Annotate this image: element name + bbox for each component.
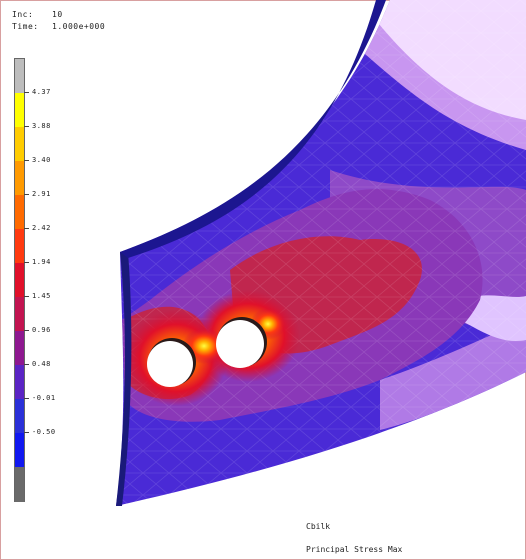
legend-tick-mark [24, 330, 29, 331]
legend-tick-label: 0.48 [32, 360, 51, 368]
legend-tick-label: 3.40 [32, 156, 51, 164]
result-quantity-label: Principal Stress Max [306, 545, 403, 554]
legend-tick-mark [24, 364, 29, 365]
legend-tick-label: 2.42 [32, 224, 51, 232]
time-label: Time: [12, 22, 39, 31]
legend-tick-label: 3.88 [32, 122, 51, 130]
legend-tick-label: 0.96 [32, 326, 51, 334]
increment-value: 10 [52, 10, 63, 19]
legend-tick-mark [24, 92, 29, 93]
legend-tick-mark [24, 228, 29, 229]
legend-tick-label: 1.94 [32, 258, 51, 266]
legend-swatch [15, 399, 24, 434]
legend-swatch [15, 467, 24, 502]
legend-tick-mark [24, 126, 29, 127]
legend-tick-mark [24, 432, 29, 433]
legend-tick-label: -0.50 [32, 428, 56, 436]
mesh-body [116, 0, 526, 506]
legend-tick-mark [24, 262, 29, 263]
bolt-hole-left[interactable] [147, 338, 196, 387]
legend-swatch [15, 331, 24, 366]
legend-swatch [15, 297, 24, 332]
time-readout: Time: 1.000e+000 [12, 22, 105, 31]
legend-swatch [15, 263, 24, 298]
legend-swatch [15, 127, 24, 162]
increment-readout: Inc: 10 [12, 10, 62, 19]
legend-tick-label: 1.45 [32, 292, 51, 300]
legend-tick-mark [24, 194, 29, 195]
legend-tick-mark [24, 398, 29, 399]
color-legend-bar [14, 58, 25, 502]
legend-swatch [15, 433, 24, 468]
legend-swatch [15, 93, 24, 128]
legend-swatch [15, 195, 24, 230]
job-name: Cbilk [306, 522, 331, 531]
legend-tick-label: -0.01 [32, 394, 56, 402]
legend-tick-mark [24, 160, 29, 161]
legend-tick-mark [24, 296, 29, 297]
time-value: 1.000e+000 [52, 22, 106, 31]
increment-label: Inc: [12, 10, 34, 19]
legend-swatch [15, 229, 24, 264]
bolt-hole-right[interactable] [216, 317, 267, 368]
legend-tick-label: 4.37 [32, 88, 51, 96]
legend-swatch [15, 365, 24, 400]
mesh-left-edge [116, 252, 132, 506]
legend-swatch [15, 59, 24, 94]
legend-tick-label: 2.91 [32, 190, 51, 198]
legend-swatch [15, 161, 24, 196]
